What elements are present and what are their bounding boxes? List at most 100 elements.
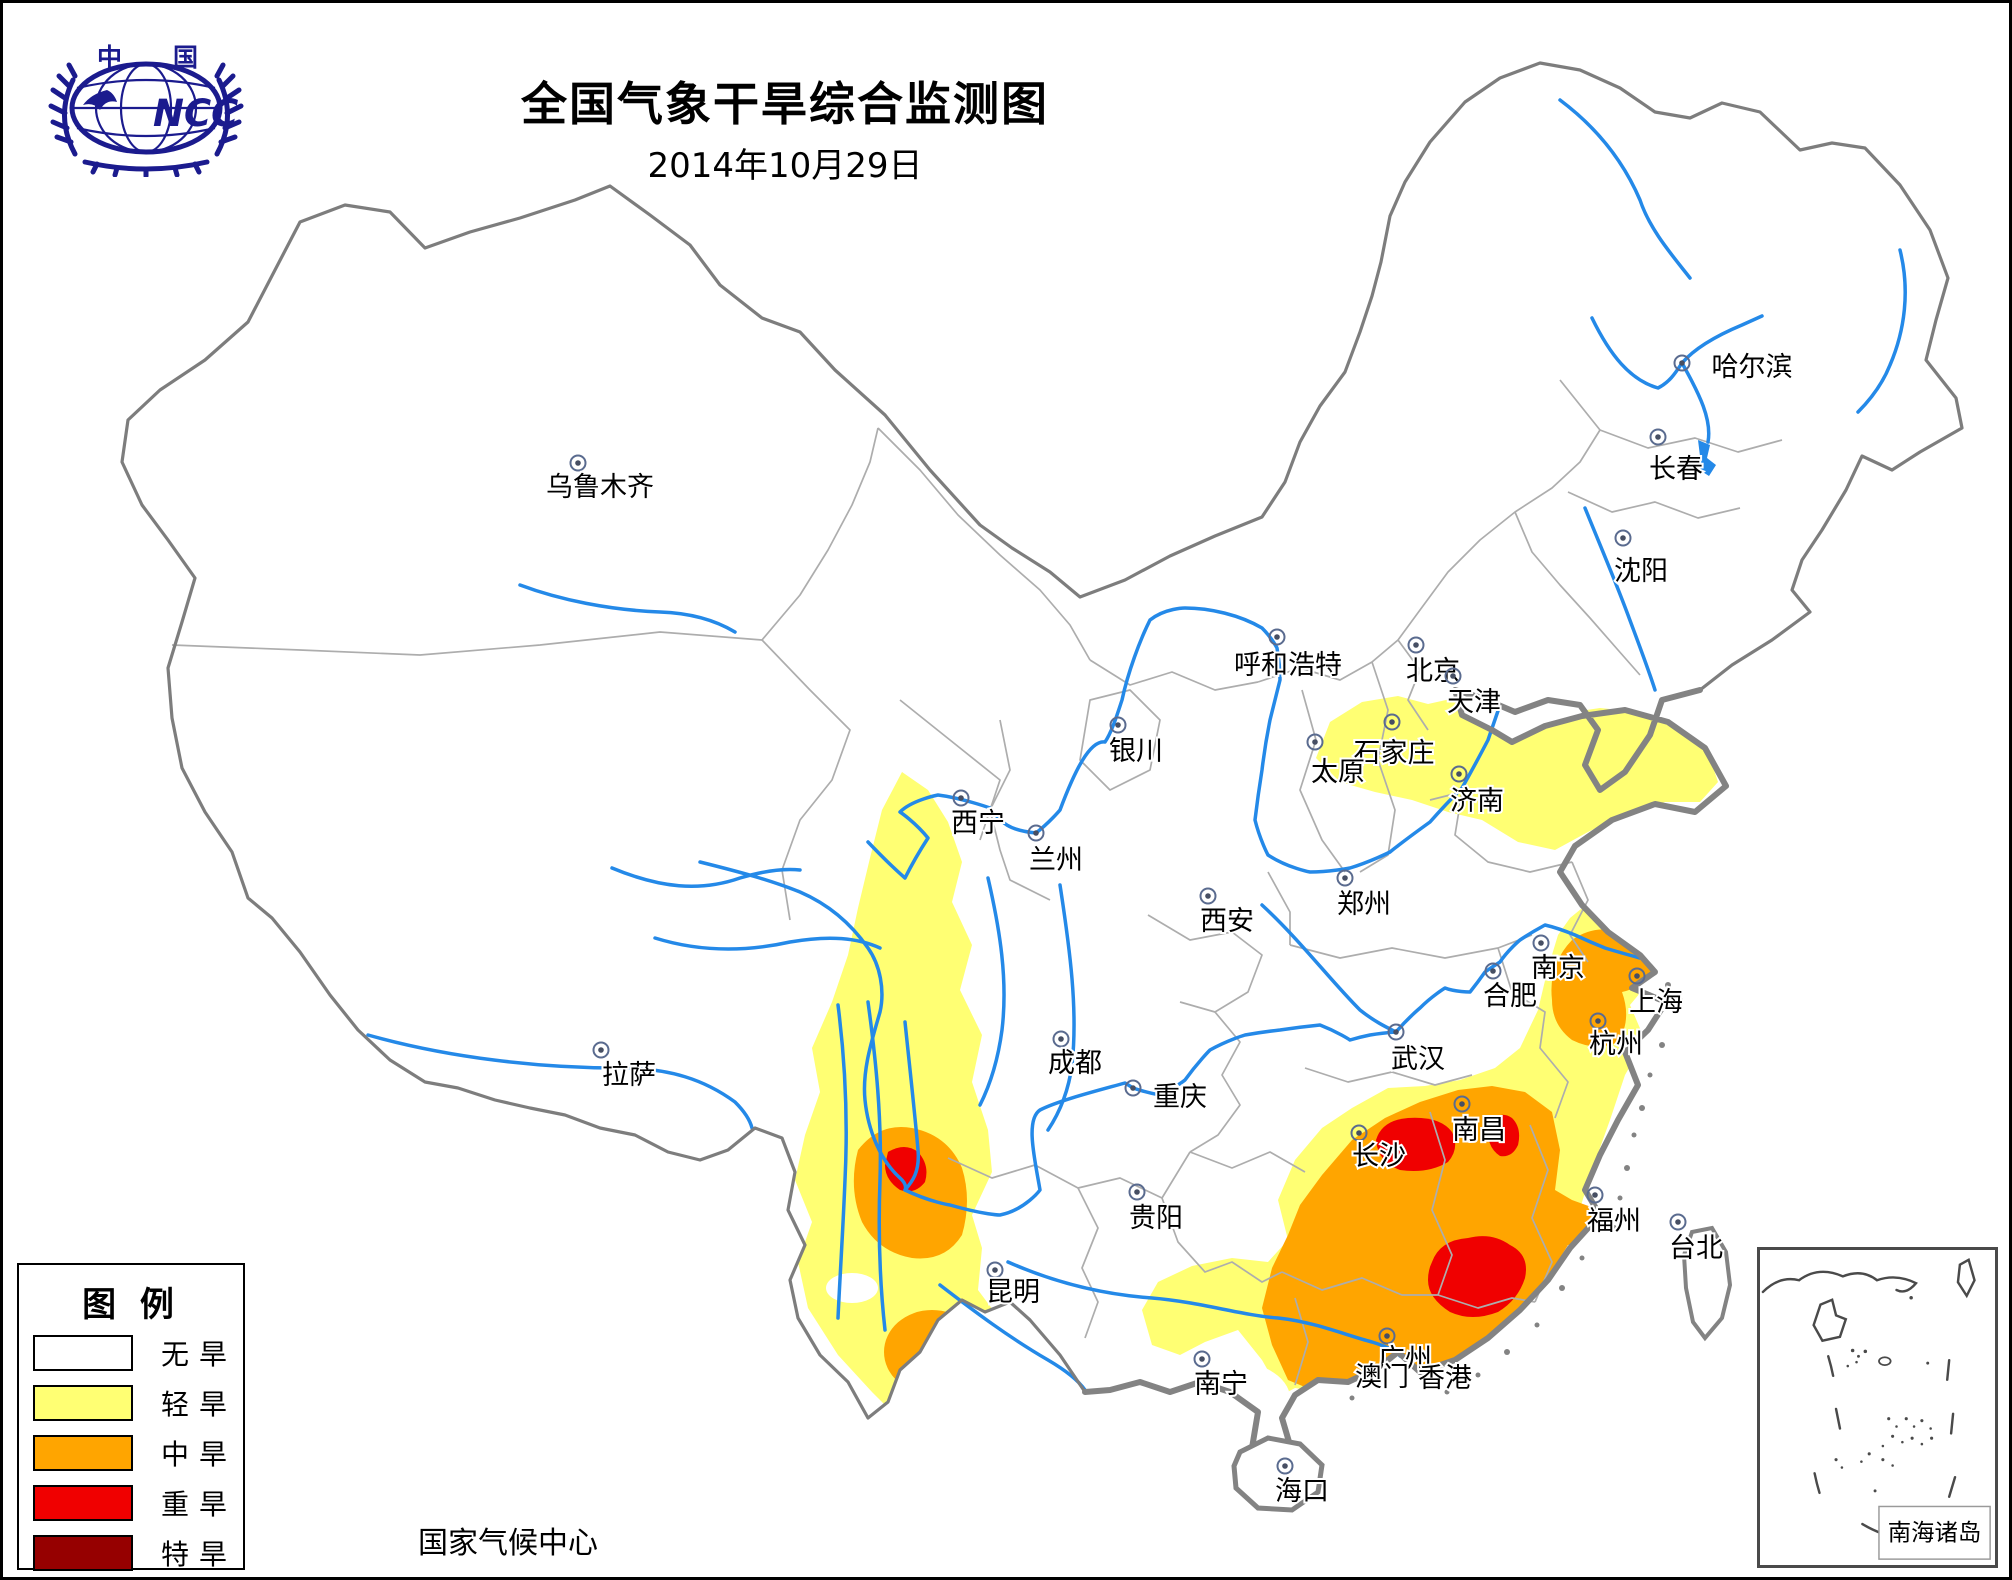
- south-china-sea-inset: 南海诸岛: [1757, 1247, 1998, 1568]
- river-ussuri: [1856, 248, 1907, 414]
- logo-ncc-text: NCC: [153, 92, 238, 135]
- city: 上海: [1627, 967, 1685, 1020]
- city-label: 昆明: [986, 1277, 1040, 1308]
- city-marker-dot: [1634, 973, 1640, 979]
- city: 南京: [1529, 934, 1587, 986]
- legend-swatch: [33, 1334, 133, 1371]
- drought-light-yunnan: [795, 772, 1058, 1445]
- legend-item: 特旱: [33, 1529, 233, 1576]
- inset-coastline: [1761, 1257, 1976, 1343]
- city-label: 银川: [1109, 736, 1163, 767]
- city-label: 拉萨: [602, 1060, 656, 1091]
- city-marker-icon: [1407, 636, 1425, 654]
- city-marker-dot: [1675, 1219, 1681, 1225]
- river-yalong: [1046, 883, 1076, 1132]
- city: 乌鲁木齐: [544, 454, 656, 505]
- city-marker-dot: [1130, 1085, 1136, 1091]
- city-marker-icon: [1378, 1327, 1396, 1345]
- river-amur: [1558, 98, 1692, 280]
- city-label: 天津: [1447, 687, 1501, 718]
- legend-swatch: [33, 1534, 133, 1571]
- city: 成都: [1046, 1030, 1104, 1081]
- city: 台北: [1667, 1213, 1725, 1266]
- river-yellow-source: [653, 936, 882, 951]
- city-marker-dot: [1384, 1333, 1390, 1339]
- city-marker-icon: [592, 1041, 610, 1059]
- city-marker-icon: [1276, 1457, 1294, 1475]
- city-marker-icon: [1673, 354, 1691, 372]
- logo-continent: [83, 90, 117, 110]
- hainan-island: [1231, 1435, 1325, 1513]
- city-marker-icon: [1614, 529, 1632, 547]
- city: 长沙: [1350, 1124, 1408, 1174]
- city-marker-dot: [1058, 1036, 1064, 1042]
- city-marker-icon: [1586, 1186, 1604, 1204]
- city-marker-dot: [1450, 673, 1456, 679]
- city-label: 杭州: [1589, 1029, 1643, 1060]
- city: 南宁: [1192, 1350, 1250, 1402]
- islands-layer: [1231, 982, 1733, 1513]
- city-label: 合肥: [1483, 981, 1537, 1012]
- city: 澳门: [1353, 1360, 1411, 1395]
- legend-item-label: 中旱: [161, 1437, 238, 1471]
- legend-rows: 无旱 轻旱 中旱 重旱 特旱: [33, 1329, 233, 1571]
- city: 济南: [1448, 765, 1506, 819]
- taiwan-island: [1681, 1225, 1733, 1342]
- city-label: 澳门: [1355, 1362, 1409, 1393]
- river-brahmaputra: [366, 1033, 754, 1130]
- city-label: 福州: [1587, 1206, 1641, 1237]
- city-marker-icon: [1124, 1079, 1142, 1097]
- page-title: 全国气象干旱综合监测图: [521, 77, 1049, 131]
- legend-item: 中旱: [33, 1429, 233, 1476]
- river-salween: [836, 1003, 848, 1320]
- city-label: 太原: [1311, 757, 1365, 788]
- city-marker-icon: [569, 454, 587, 472]
- river-han: [1260, 903, 1398, 1034]
- coastal-islets: [1349, 982, 1683, 1401]
- city: 西安: [1198, 887, 1256, 939]
- city-marker-dot: [1538, 940, 1544, 946]
- river-songhua-branch: [1680, 361, 1711, 444]
- logo-cn-right: 国: [173, 43, 198, 72]
- city-label: 哈尔滨: [1712, 352, 1793, 383]
- city-label: 南宁: [1194, 1369, 1248, 1400]
- city-label: 武汉: [1391, 1044, 1445, 1075]
- city: 拉萨: [592, 1041, 658, 1093]
- city: 海口: [1273, 1457, 1331, 1509]
- river-songhua: [1590, 314, 1764, 390]
- city-label: 石家庄: [1354, 738, 1435, 769]
- city-marker-dot: [1595, 1018, 1601, 1024]
- city: 银川: [1107, 716, 1165, 769]
- city-marker-dot: [1115, 722, 1121, 728]
- city-label: 西宁: [951, 808, 1005, 839]
- city-label: 广州: [1378, 1344, 1432, 1375]
- logo-globe: [69, 61, 223, 155]
- city-marker-dot: [992, 1267, 998, 1273]
- city-marker-icon: [1387, 1023, 1405, 1041]
- page-date: 2014年10月29日: [647, 146, 923, 186]
- city-marker-dot: [1389, 719, 1395, 725]
- city-marker-dot: [1655, 434, 1661, 440]
- river-yangtze-source: [610, 866, 802, 889]
- city: 昆明: [984, 1261, 1042, 1310]
- legend-box: 图 例 无旱 轻旱 中旱 重旱 特旱: [17, 1263, 245, 1571]
- city-label: 上海: [1629, 987, 1683, 1018]
- city-label: 呼和浩特: [1234, 650, 1342, 681]
- city-label: 郑州: [1337, 889, 1391, 920]
- city-marker-dot: [598, 1047, 604, 1053]
- city: 香港: [1416, 1361, 1474, 1396]
- legend-swatch: [33, 1384, 133, 1421]
- river-tarim: [518, 583, 737, 634]
- river-min: [978, 876, 1006, 1107]
- city-marker-dot: [1205, 893, 1211, 899]
- city-label: 重庆: [1153, 1082, 1207, 1113]
- city-label: 济南: [1450, 786, 1504, 817]
- city-marker-icon: [1453, 1095, 1471, 1113]
- city-label: 南京: [1531, 953, 1585, 984]
- city-marker-icon: [1532, 934, 1550, 952]
- legend-item: 无旱: [33, 1329, 233, 1376]
- city-marker-dot: [575, 460, 581, 466]
- laurel-wreath: [48, 62, 244, 177]
- city-marker-dot: [1459, 1101, 1465, 1107]
- city-marker-icon: [952, 789, 970, 807]
